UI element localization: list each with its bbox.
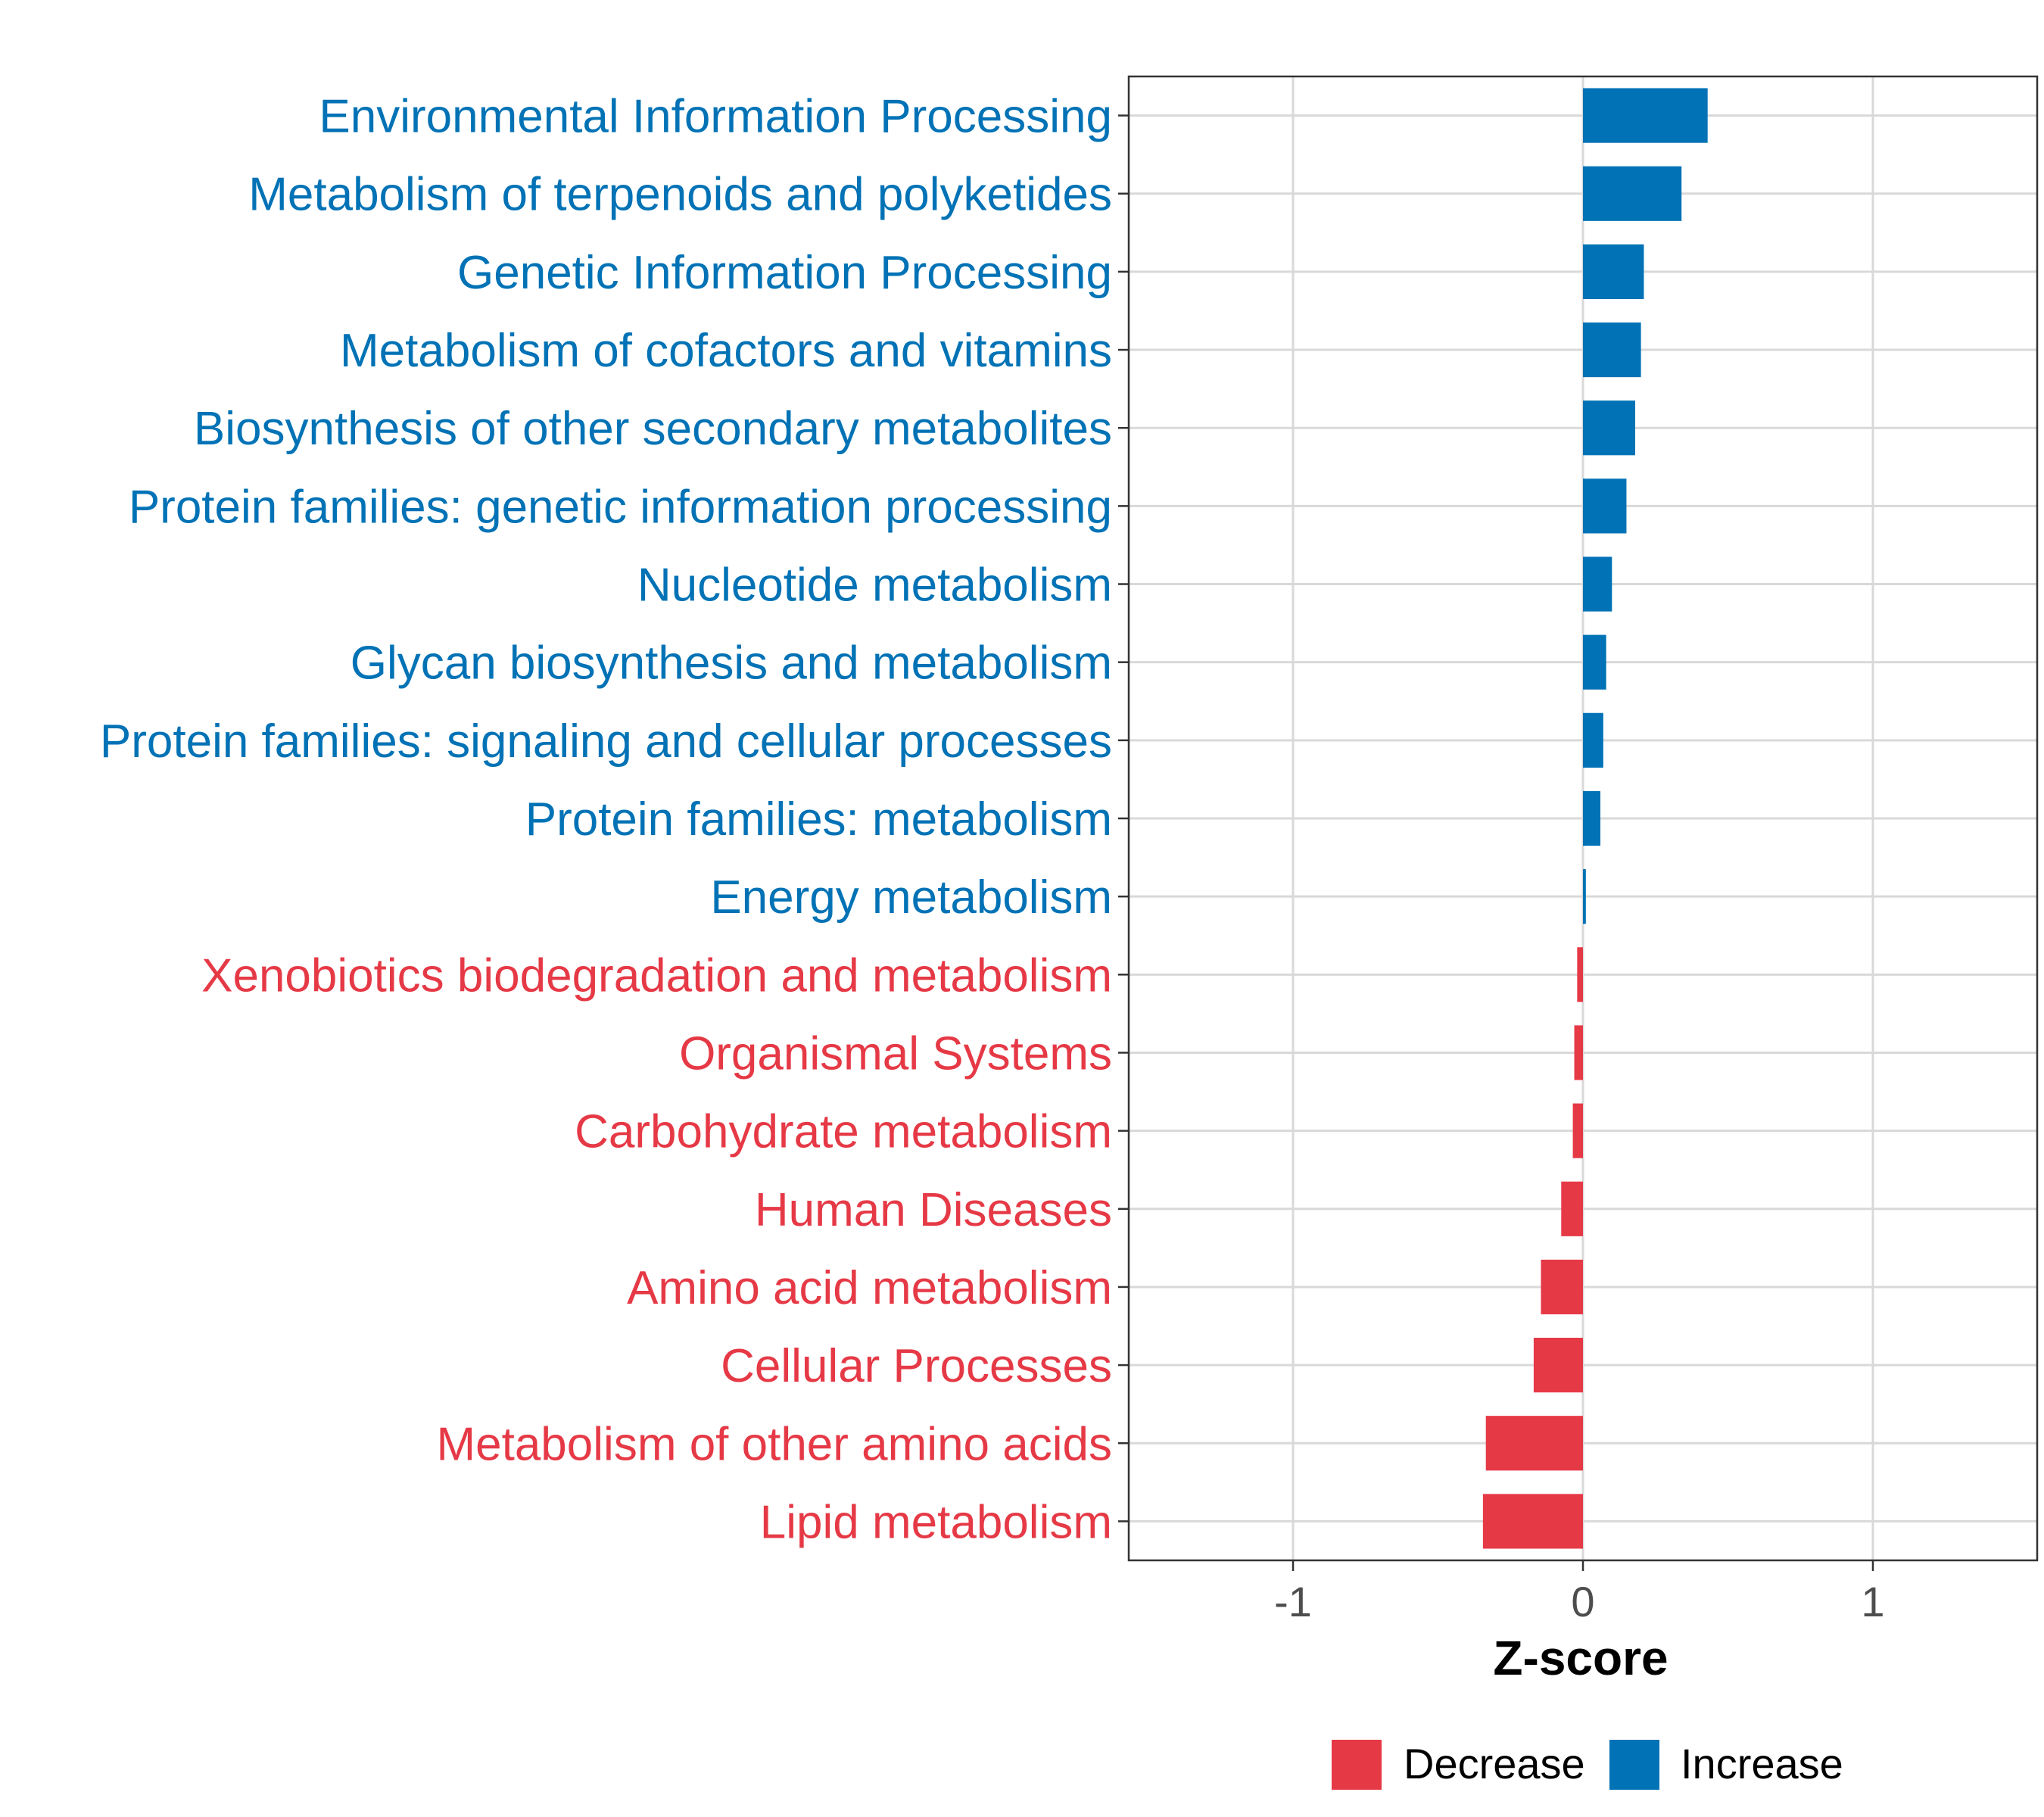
bar-biosynthesis-of-other-secondary-metabolites — [1583, 400, 1635, 456]
y-tick-label-carbohydrate-metabolism: Carbohydrate metabolism — [575, 1106, 1112, 1158]
y-axis-labels: Environmental Information Processing Meta… — [100, 91, 1112, 1549]
bar-xenobiotics-biodegradation-and-metabolism — [1577, 947, 1583, 1002]
bar-protein-families-signaling-and-cellular-processes — [1583, 712, 1603, 768]
y-tick-label-protein-families-metabolism: Protein families: metabolism — [525, 793, 1112, 846]
bar-cellular-processes — [1533, 1338, 1583, 1393]
bar-genetic-information-processing — [1583, 244, 1644, 299]
y-tick-label-organismal-systems: Organismal Systems — [679, 1027, 1112, 1080]
bar-organismal-systems — [1574, 1025, 1583, 1080]
bar-protein-families-metabolism — [1583, 790, 1600, 846]
legend-swatch-increase — [1609, 1740, 1659, 1790]
y-tick-label-metabolism-of-terpenoids-and-polyketides: Metabolism of terpenoids and polyketides — [248, 169, 1112, 221]
x-tick-label: -1 — [1274, 1578, 1312, 1625]
y-tick-label-biosynthesis-of-other-secondary-metabolites: Biosynthesis of other secondary metaboli… — [194, 403, 1112, 455]
x-axis-title: Z-score — [1493, 1631, 1668, 1685]
legend-swatch-decrease — [1332, 1740, 1382, 1790]
legend-label-increase: Increase — [1681, 1740, 1843, 1787]
bar-lipid-metabolism — [1482, 1494, 1583, 1549]
legend-label-decrease: Decrease — [1404, 1740, 1585, 1787]
y-tick-label-environmental-information-processing: Environmental Information Processing — [319, 91, 1112, 143]
y-tick-label-metabolism-of-cofactors-and-vitamins: Metabolism of cofactors and vitamins — [340, 325, 1112, 377]
bar-nucleotide-metabolism — [1583, 556, 1612, 612]
bar-metabolism-of-other-amino-acids — [1485, 1416, 1583, 1471]
y-tick-label-protein-families-signaling-and-cellular-processes: Protein families: signaling and cellular… — [100, 715, 1112, 768]
bar-protein-families-genetic-information-processing — [1583, 478, 1627, 534]
bar-glycan-biosynthesis-and-metabolism — [1583, 634, 1606, 690]
legend: Decrease Increase — [1332, 1740, 1843, 1790]
bars — [1482, 88, 1708, 1549]
y-tick-label-genetic-information-processing: Genetic Information Processing — [457, 247, 1112, 299]
y-tick-label-human-diseases: Human Diseases — [755, 1184, 1112, 1236]
bar-carbohydrate-metabolism — [1572, 1103, 1583, 1158]
x-tick-label: 0 — [1571, 1578, 1594, 1625]
x-axis-tick-labels: -1 0 1 — [1274, 1578, 1884, 1625]
y-tick-label-nucleotide-metabolism: Nucleotide metabolism — [637, 559, 1112, 612]
y-tick-label-glycan-biosynthesis-and-metabolism: Glycan biosynthesis and metabolism — [351, 637, 1112, 690]
y-tick-label-amino-acid-metabolism: Amino acid metabolism — [627, 1262, 1112, 1314]
y-axis-ticks — [1118, 114, 1129, 1522]
x-tick-label: 1 — [1861, 1578, 1884, 1625]
y-tick-label-protein-families-genetic-information-processing: Protein families: genetic information pr… — [129, 481, 1112, 533]
y-tick-label-energy-metabolism: Energy metabolism — [710, 871, 1112, 924]
y-tick-label-cellular-processes: Cellular Processes — [721, 1340, 1112, 1392]
y-tick-label-lipid-metabolism: Lipid metabolism — [760, 1496, 1112, 1548]
bar-human-diseases — [1561, 1181, 1583, 1236]
x-axis-ticks — [1292, 1560, 1874, 1571]
y-tick-label-metabolism-of-other-amino-acids: Metabolism of other amino acids — [436, 1418, 1112, 1470]
bar-metabolism-of-cofactors-and-vitamins — [1583, 322, 1641, 378]
bar-metabolism-of-terpenoids-and-polyketides — [1583, 166, 1682, 221]
bar-environmental-information-processing — [1583, 88, 1708, 143]
bar-energy-metabolism — [1583, 869, 1586, 924]
y-tick-label-xenobiotics-biodegradation-and-metabolism: Xenobiotics biodegradation and metabolis… — [201, 949, 1112, 1002]
bar-amino-acid-metabolism — [1541, 1259, 1583, 1315]
